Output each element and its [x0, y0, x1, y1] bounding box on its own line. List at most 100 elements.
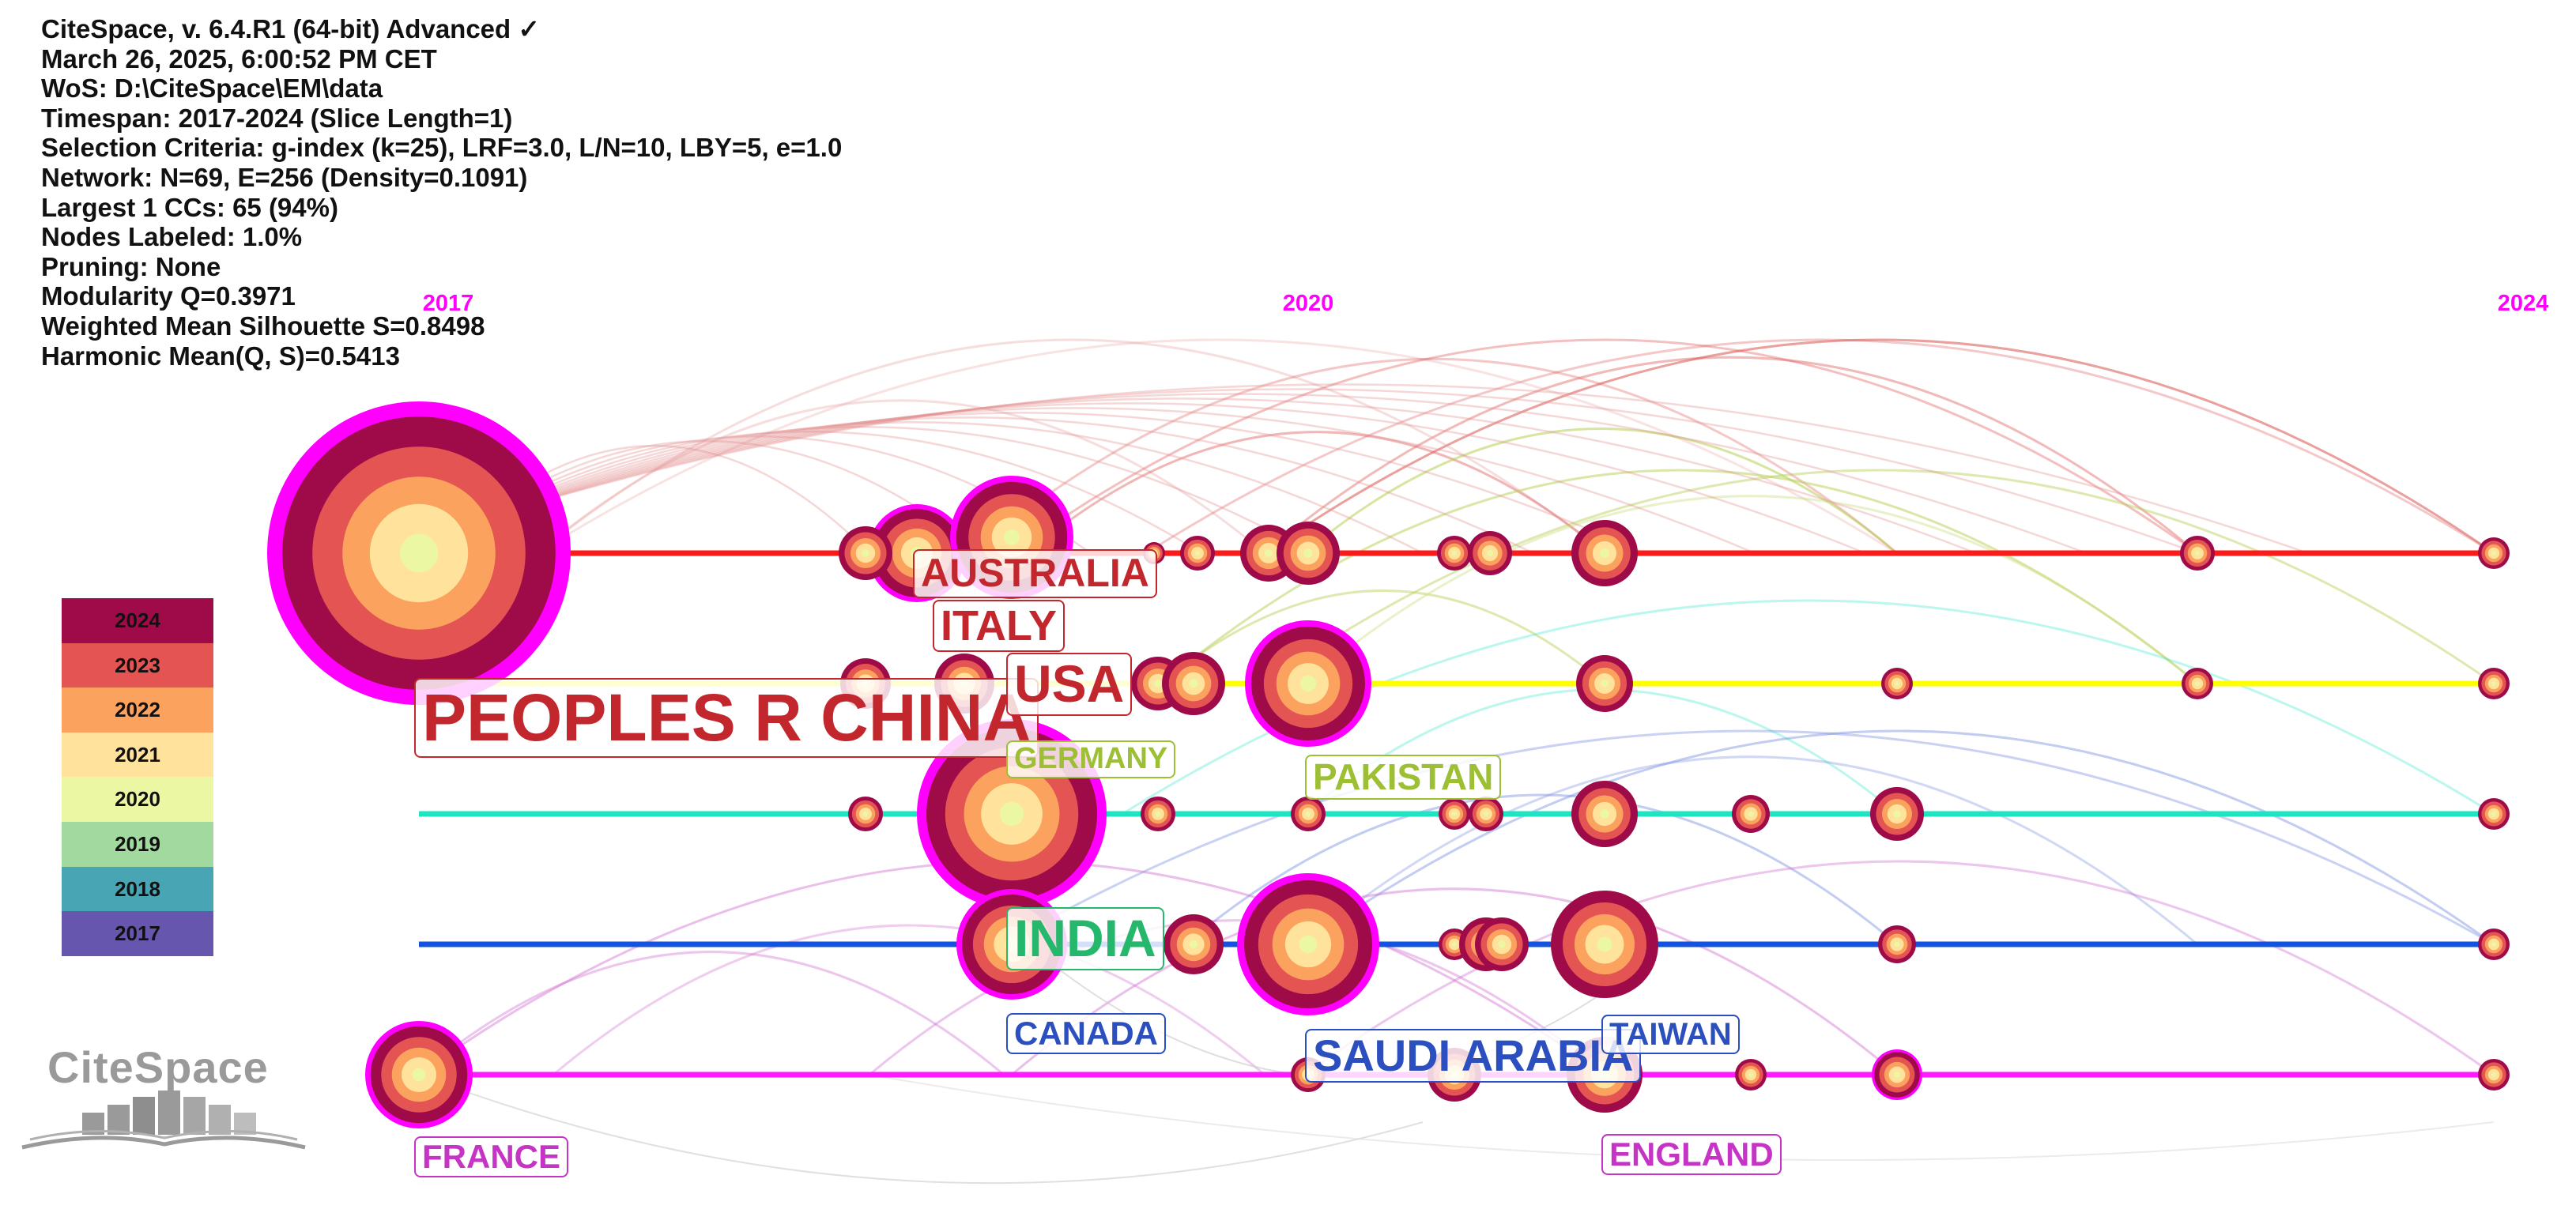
citation-arc — [473, 397, 1977, 555]
country-node — [1872, 1049, 1922, 1100]
info-line: Pruning: None — [41, 251, 221, 281]
info-line: WoS: D:\CiteSpace\EM\data — [41, 73, 383, 104]
node-label-peoples-r-china: PEOPLES R CHINA — [414, 678, 1039, 758]
node-label-france: FRANCE — [414, 1136, 568, 1178]
node-label-canada: CANADA — [1006, 1013, 1166, 1055]
country-node — [1180, 536, 1215, 571]
info-line: CiteSpace, v. 6.4.R1 (64-bit) Advanced ✓ — [41, 14, 541, 43]
citation-arc — [537, 338, 1898, 555]
network-summary: CiteSpace, v. 6.4.R1 (64-bit) Advanced ✓… — [41, 14, 842, 371]
legend-item: 2024 — [62, 598, 213, 643]
country-node — [1469, 797, 1503, 831]
info-line: March 26, 2025, 6:00:52 PM CET — [41, 43, 437, 73]
legend-item: 2023 — [62, 642, 213, 688]
citation-arc — [1145, 338, 2495, 555]
country-node — [267, 401, 571, 705]
citation-arc — [473, 416, 1534, 555]
node-label-india: INDIA — [1006, 907, 1164, 970]
citation-links — [418, 338, 2495, 1185]
citation-arc — [473, 383, 2309, 555]
citation-arc — [473, 407, 1756, 555]
info-line: Weighted Mean Silhouette S=0.8498 — [41, 311, 485, 341]
legend-item: 2021 — [62, 732, 213, 778]
citation-arc — [1011, 338, 2198, 555]
citation-arc — [473, 426, 1313, 555]
citation-arc — [1303, 495, 2198, 685]
legend-item: 2022 — [62, 687, 213, 733]
citation-arc — [473, 388, 2198, 555]
country-node — [848, 797, 883, 831]
citation-arc — [418, 951, 1005, 1076]
year-label-2020: 2020 — [1283, 291, 1334, 316]
country-node — [1475, 917, 1529, 971]
node-label-england: ENGLAND — [1601, 1134, 1782, 1176]
citation-arc — [473, 393, 2088, 555]
citation-arc — [1264, 338, 2495, 555]
citation-arc — [473, 421, 1424, 555]
info-line: Modularity Q=0.3971 — [41, 281, 296, 311]
country-node — [1732, 795, 1770, 833]
citation-arc — [1161, 589, 1605, 685]
year-label-2024: 2024 — [2498, 291, 2549, 316]
citation-arc — [971, 357, 1898, 555]
citespace-logo: CiteSpace — [19, 1042, 311, 1160]
citation-arc — [473, 412, 1645, 555]
info-line: Nodes Labeled: 1.0% — [41, 222, 303, 252]
country-node — [1878, 925, 1916, 963]
country-node — [2180, 536, 2215, 571]
country-node — [1576, 655, 1633, 712]
country-node — [2478, 1059, 2510, 1091]
country-node — [1735, 1059, 1767, 1091]
country-node — [1141, 797, 1175, 831]
node-label-italy: ITALY — [933, 600, 1065, 653]
country-node — [2478, 929, 2510, 960]
country-node — [1245, 620, 1371, 747]
country-node — [1437, 536, 1472, 571]
country-node — [1237, 873, 1379, 1015]
citation-arc — [473, 402, 1866, 555]
citation-arc — [537, 338, 1605, 555]
logo-text: CiteSpace — [47, 1042, 269, 1092]
country-node — [1164, 914, 1224, 974]
country-node — [2478, 668, 2510, 699]
year-label-2017: 2017 — [423, 291, 474, 316]
legend-item: 2018 — [62, 866, 213, 912]
node-label-pakistan: PAKISTAN — [1305, 755, 1502, 800]
country-node — [1291, 797, 1326, 831]
citation-arc — [1185, 793, 1898, 946]
country-node — [1870, 787, 1924, 841]
year-color-legend: 2024 2023 2022 2021 2020 2019 2018 2017 — [62, 598, 213, 956]
country-node — [839, 526, 892, 580]
info-line: Network: N=69, E=256 (Density=0.1091) — [41, 162, 528, 192]
citation-arc — [1264, 356, 2198, 555]
info-line: Selection Criteria: g-index (k=25), LRF=… — [41, 133, 843, 163]
citation-arc — [869, 919, 1605, 1076]
country-node — [1571, 781, 1638, 847]
country-node — [2478, 798, 2510, 830]
citation-arc — [1303, 428, 1898, 555]
info-line: Harmonic Mean(Q, S)=0.5413 — [41, 341, 400, 371]
legend-item: 2019 — [62, 821, 213, 867]
citation-arc — [418, 1074, 1424, 1185]
citation-arc — [1027, 431, 1605, 555]
country-node — [2182, 668, 2213, 699]
citation-arc — [1303, 729, 2495, 946]
node-label-germany: GERMANY — [1006, 740, 1176, 778]
node-label-saudi-arabia: SAUDI ARABIA — [1305, 1029, 1642, 1083]
citation-arc — [1011, 887, 1898, 1076]
country-nodes — [267, 401, 2510, 1128]
citation-arc — [1264, 469, 2495, 685]
country-node — [1162, 652, 1225, 715]
citation-arc — [537, 399, 1265, 555]
node-label-usa: USA — [1006, 653, 1133, 716]
country-node — [1551, 891, 1658, 998]
country-node — [2478, 537, 2510, 569]
info-line: Timespan: 2017-2024 (Slice Length=1) — [41, 103, 513, 133]
citation-arc — [473, 431, 1202, 555]
country-node — [1277, 522, 1340, 585]
node-label-australia: AUSTRALIA — [913, 549, 1157, 598]
legend-item: 2017 — [62, 911, 213, 956]
info-line: Largest 1 CCs: 65 (94%) — [41, 192, 338, 222]
country-node — [1468, 531, 1512, 575]
